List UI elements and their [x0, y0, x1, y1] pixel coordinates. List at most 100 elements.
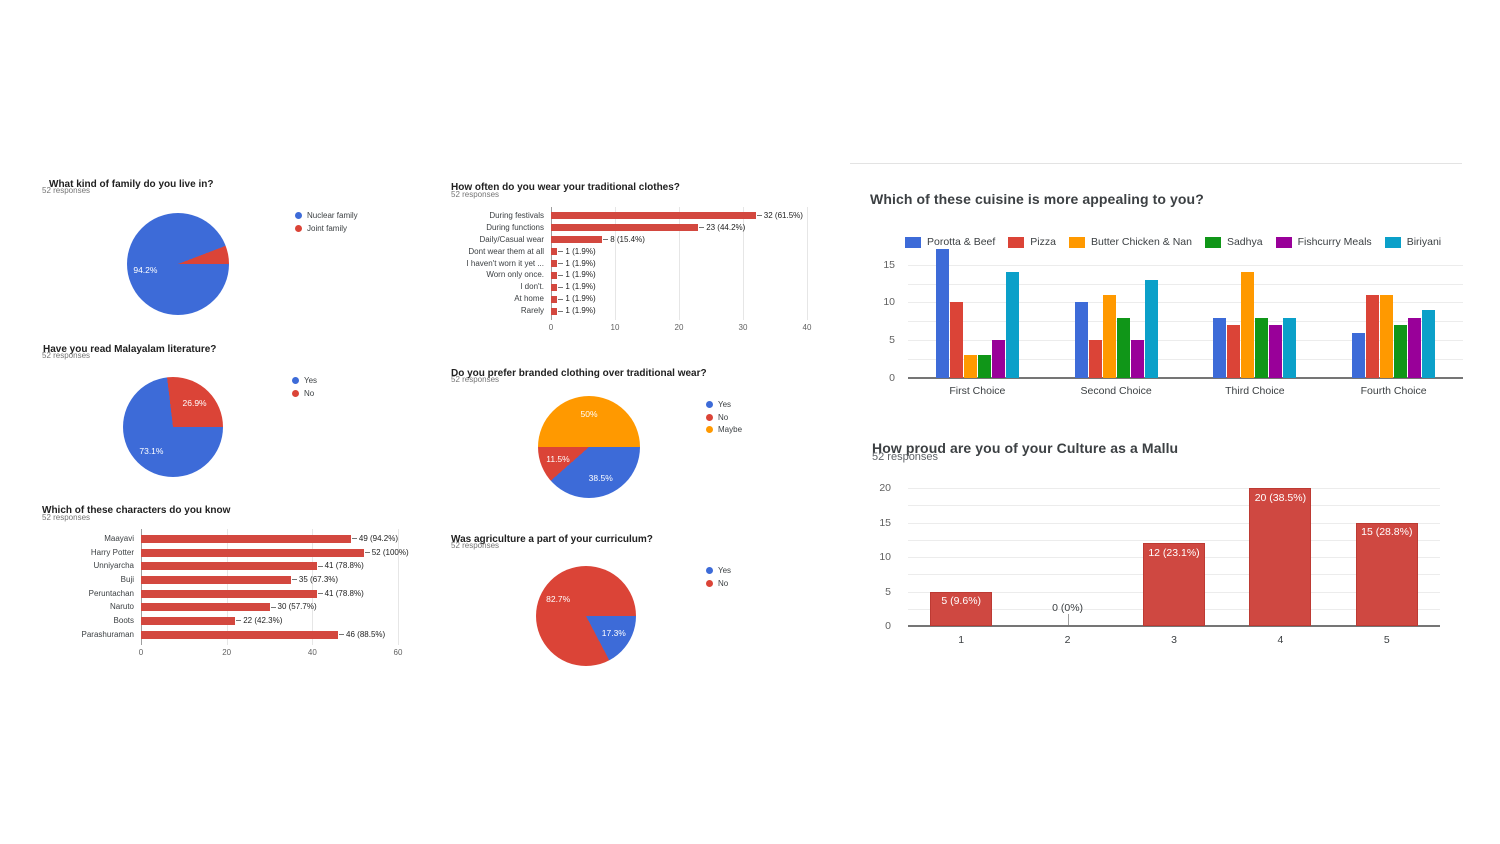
bar [141, 548, 364, 557]
bar [991, 340, 1005, 378]
legend-label: Pizza [1030, 236, 1056, 248]
agriculture-pie-chart: 17.3% 82.7% Yes No [451, 521, 831, 686]
category-label: During festivals [489, 210, 544, 220]
y-axis-tick-label: 10 [879, 551, 891, 563]
value-label: 52 (100%) [365, 548, 409, 558]
bar [1213, 317, 1227, 378]
x-axis-label: 5 [1383, 634, 1390, 646]
legend-item: Maybe [706, 425, 742, 434]
chart-title: Do you prefer branded clothing over trad… [451, 368, 707, 380]
legend: Yes No Maybe [706, 400, 742, 438]
zero-callout-tick [1067, 614, 1069, 625]
legend-color-dot [295, 224, 302, 232]
legend-item: Fishcurry Meals [1275, 236, 1372, 248]
chart-card-agriculture: Was agriculture a part of your curriculu… [451, 521, 831, 686]
value-label: 1 (1.9%) [558, 259, 595, 269]
pie-slice-label: 26.9% [182, 397, 207, 408]
gridline [226, 529, 228, 645]
legend-label: No [718, 412, 729, 422]
category-label: Daily/Casual wear [479, 234, 544, 244]
category-label: Unniyarcha [93, 561, 134, 571]
chart-title: What kind of family do you live in? [49, 179, 214, 191]
chart-responses-count: 52 responses [451, 541, 500, 550]
value-label: 22 (42.3%) [236, 616, 282, 626]
gridline [908, 539, 1440, 541]
gridline [908, 321, 1463, 323]
bar [551, 248, 558, 256]
x-axis-tick-label: 40 [802, 323, 812, 333]
pie-graphic: 38.5% 11.5% 50% [538, 396, 640, 498]
gridline [908, 264, 1463, 266]
x-axis-tick-label: 0 [138, 647, 144, 657]
bar [1074, 302, 1088, 378]
bar [1380, 294, 1394, 378]
x-axis-label: Second Choice [1080, 385, 1152, 397]
legend-item: Sadhya [1204, 236, 1263, 248]
legend-color-dot [706, 401, 713, 408]
x-axis-line [908, 377, 1463, 379]
category-label: Harry Potter [90, 547, 134, 557]
y-axis-tick-label: 0 [885, 620, 891, 632]
bar [141, 562, 317, 571]
pie-graphic: 17.3% 82.7% [536, 566, 636, 666]
y-axis-tick-label: 5 [889, 334, 895, 347]
chart-card-traditional-clothes: How often do you wear your traditional c… [451, 168, 831, 338]
legend-label: Porotta & Beef [927, 236, 996, 248]
gridline [312, 529, 314, 645]
bar [141, 617, 236, 626]
gridline [908, 505, 1440, 507]
x-axis-tick-label: 20 [674, 323, 684, 333]
bar [963, 355, 977, 378]
legend-item: Yes [706, 566, 731, 575]
bar [551, 212, 756, 220]
chart-responses-count: 52 responses [451, 190, 500, 199]
value-label: 35 (67.3%) [292, 575, 338, 585]
legend-color-swatch [1068, 236, 1085, 248]
chart-responses-count: 52 responses [42, 513, 91, 522]
bar [1352, 332, 1366, 378]
chart-title: Which of these cuisine is more appealing… [870, 190, 1204, 207]
pie-slice-label: 38.5% [588, 473, 613, 483]
legend-color-dot [706, 413, 713, 421]
gridline [908, 522, 1440, 524]
legend-color-swatch [905, 236, 921, 248]
bar [141, 630, 339, 639]
x-axis-tick-label: 60 [393, 647, 403, 657]
legend-item: Yes [706, 400, 742, 409]
value-label: 32 (61.5%) [757, 211, 803, 221]
y-axis-tick-label: 5 [885, 585, 891, 598]
category-label: At home [514, 294, 544, 304]
chart-title: Was agriculture a part of your curriculu… [451, 534, 653, 546]
bar [1408, 317, 1422, 378]
traditional-clothes-bar-chart: 0 10 20 30 40 During festivals 32 (61.5%) Durin… [451, 168, 831, 338]
bar [1422, 309, 1436, 378]
bar [1366, 294, 1380, 378]
legend-color-dot [706, 426, 713, 433]
value-label: 23 (44.2%) [699, 223, 745, 233]
legend-item: Nuclear family [295, 211, 358, 220]
legend-color-dot [706, 579, 713, 587]
legend-label: Biriyani [1406, 236, 1442, 248]
gridline [908, 302, 1463, 304]
bar [1116, 317, 1130, 378]
chart-responses-count: 52 responses [42, 351, 91, 360]
legend-item: Porotta & Beef [905, 236, 995, 248]
characters-bar-chart: 0 20 40 60 Maayavi 49 (94.2%) Harry Potter 52 (… [42, 492, 414, 660]
legend-color-swatch [1275, 236, 1292, 248]
legend-item: No [292, 389, 317, 398]
bar [1249, 488, 1312, 626]
chart-responses-count: 52 responses [42, 186, 91, 195]
pie-slice-label: 73.1% [139, 446, 164, 457]
bar [551, 224, 699, 232]
legend-label: Butter Chicken & Nan [1090, 236, 1192, 248]
x-axis-label: 1 [958, 634, 965, 646]
legend-label: No [304, 388, 315, 398]
bar [930, 591, 993, 626]
chart-card-characters: Which of these characters do you know 52… [42, 492, 414, 660]
x-axis-line [908, 625, 1440, 627]
chart-title: Have you read Malayalam literature? [43, 344, 217, 356]
x-axis-tick-label: 30 [738, 323, 748, 333]
category-label: Peruntachan [88, 588, 134, 598]
bar [935, 249, 949, 378]
pie-slice-label: 50% [580, 408, 598, 419]
